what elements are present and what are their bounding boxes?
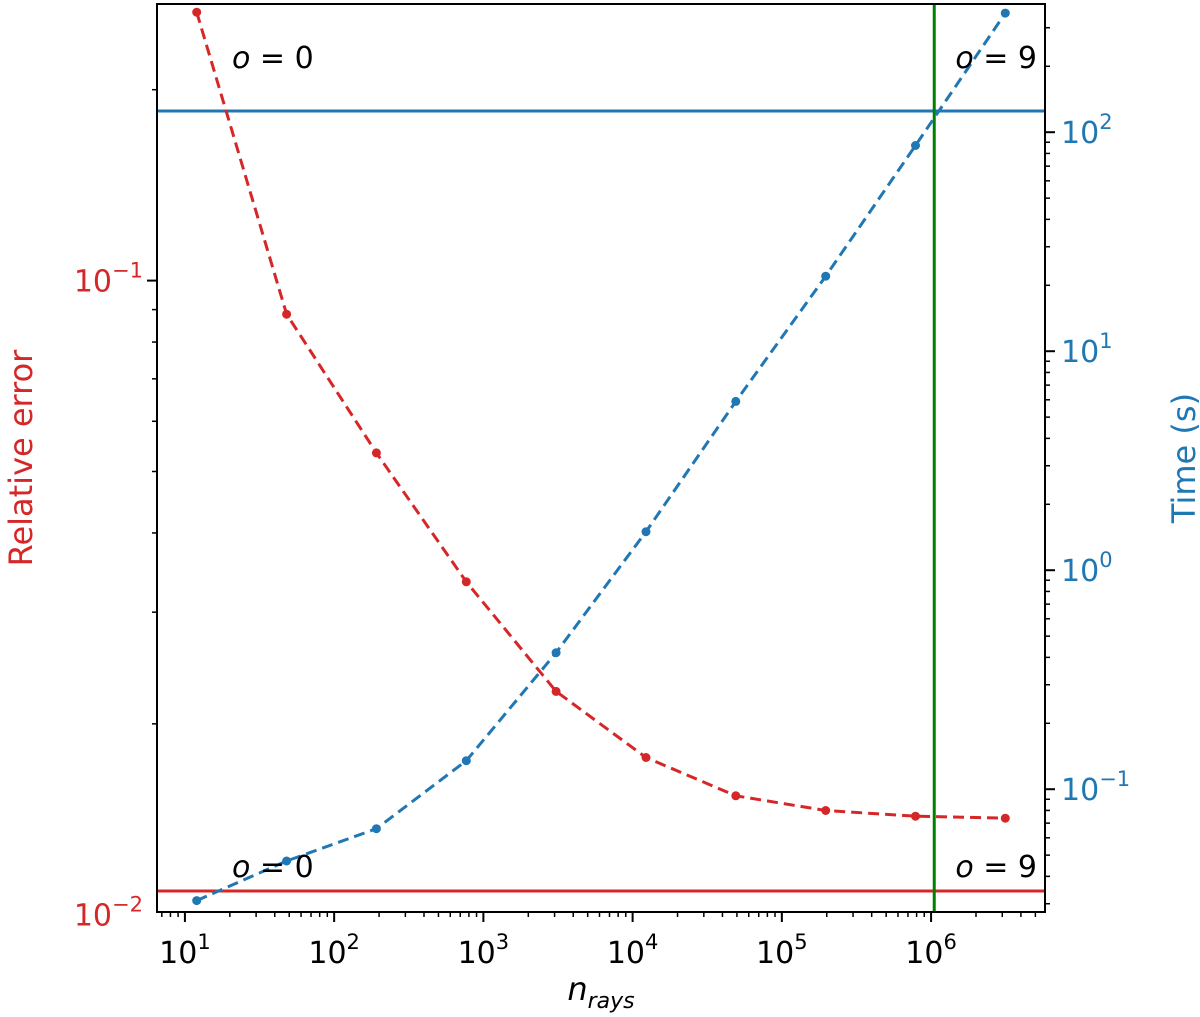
x-tick-label: 104 (607, 930, 659, 971)
right-tick-label: 101 (1061, 329, 1113, 370)
x-axis-label: nrays (567, 970, 634, 1014)
series-left-point-8 (911, 811, 920, 821)
series-left-line (195, 11, 1006, 820)
series-right-point-9 (1000, 8, 1010, 18)
series-right-point-2 (371, 824, 381, 834)
x-tick-label: 106 (905, 930, 957, 971)
series-right-point-4 (551, 648, 561, 658)
right-tick-label: 102 (1061, 110, 1113, 151)
x-tick-label: 105 (756, 930, 808, 971)
series-right-point-3 (461, 756, 471, 766)
reference-lines (157, 4, 1045, 912)
left-tick-label: 10−1 (74, 259, 143, 300)
annotation-bottom-left: o = 0 (232, 850, 314, 885)
x-tick-label: 102 (308, 930, 360, 971)
y-left-axis-label: Relative error (2, 349, 40, 567)
right-tick-label: 10−1 (1061, 767, 1130, 808)
series-left-point-2 (371, 448, 381, 458)
series-right-point-7 (821, 271, 831, 281)
x-tick-label: 101 (159, 930, 211, 971)
annotation-bottom-right: o = 9 (955, 850, 1037, 885)
series-right-point-8 (911, 141, 920, 150)
series-left-point-7 (821, 806, 831, 815)
y-left-axis: 10−2 10−1 (74, 88, 157, 934)
x-axis-label-main: n (567, 970, 587, 1008)
series-right-point-5 (641, 527, 651, 537)
series-right-line (196, 12, 1007, 902)
left-tick-label: 10−2 (74, 893, 143, 934)
right-tick-label: 100 (1061, 548, 1113, 589)
y-right-axis-label: Time (s) (1165, 393, 1200, 524)
series-left-point-0 (192, 7, 202, 17)
series-left-point-9 (1000, 813, 1010, 823)
series-left-point-1 (282, 309, 292, 319)
series-right-point-0 (192, 896, 202, 906)
x-axis-label-sub: rays (588, 989, 635, 1014)
x-tick-label: 103 (458, 930, 510, 971)
y-right-axis: 10−1 100 101 102 (1045, 26, 1130, 905)
annotation-top-right: o = 9 (955, 41, 1037, 76)
annotation-layer: o = 0 o = 9 o = 0 o = 9 (232, 41, 1037, 885)
series-left-point-6 (731, 791, 741, 801)
annotation-top-left: o = 0 (232, 41, 314, 76)
series-layer (192, 7, 1010, 906)
series-left-point-3 (461, 577, 471, 587)
series-left-point-5 (641, 753, 651, 762)
series-right-point-6 (731, 396, 741, 406)
plot-frame (156, 3, 1046, 913)
series-right-point-1 (282, 856, 292, 866)
x-axis: 101 102 103 104 105 106 (159, 912, 1037, 971)
series-left-point-4 (551, 686, 561, 696)
